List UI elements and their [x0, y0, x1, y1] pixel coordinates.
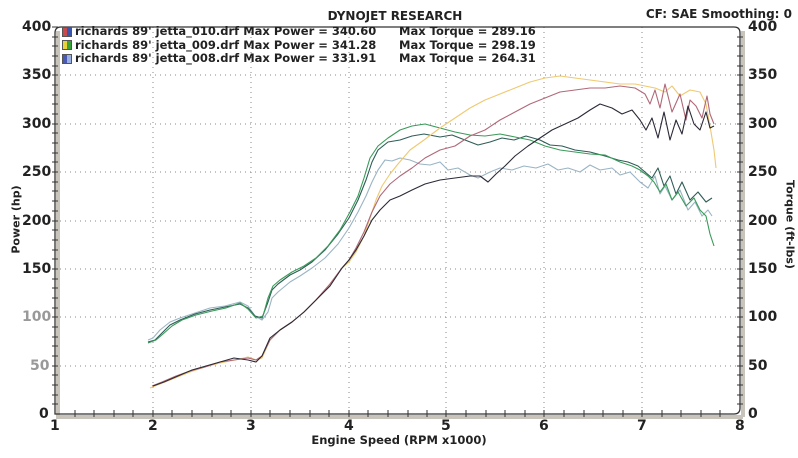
y-axis-right-label: Torque (ft-lbs) — [783, 180, 797, 269]
legend-torque: Max Torque = 298.19 — [399, 37, 536, 52]
plot-frame — [54, 26, 741, 415]
y-left-tick: 250 — [22, 164, 52, 180]
power-curve-010 — [151, 83, 715, 387]
y-right-tick: 0 — [748, 406, 758, 422]
x-axis-label: Engine Speed (RPM x1000) — [311, 433, 487, 447]
power-curve-008 — [152, 103, 715, 387]
legend-label: richards 89' jetta_009.drf Max Power = 3… — [75, 37, 377, 52]
y-right-tick: 200 — [748, 213, 778, 229]
y-left-tick: 50 — [30, 358, 50, 374]
legend-swatch-010 — [62, 26, 72, 37]
legend-item: richards 89' jetta_009.drf Max Power = 3… — [62, 37, 536, 53]
y-right-tick: 150 — [748, 261, 778, 277]
torque-curve-010 — [147, 133, 713, 343]
x-tick: 7 — [637, 418, 647, 434]
y-right-tick: 300 — [748, 116, 778, 132]
y-right-tick: 400 — [748, 19, 778, 35]
y-left-tick: 150 — [22, 261, 52, 277]
y-right-tick: 250 — [748, 164, 778, 180]
legend-swatch-008 — [62, 53, 72, 64]
torque-curve-008 — [147, 157, 713, 341]
y-axis-left-label: Power (hp) — [9, 185, 23, 254]
y-left-tick: 400 — [22, 19, 52, 35]
y-right-tick: 100 — [748, 309, 778, 325]
legend-label: richards 89' jetta_008.drf Max Power = 3… — [75, 51, 377, 65]
x-tick: 6 — [539, 418, 549, 434]
x-tick: 4 — [344, 418, 354, 434]
legend: richards 89' jetta_010.drf Max Power = 3… — [62, 24, 536, 66]
right-axis-ticks — [737, 36, 743, 405]
legend-item: richards 89' jetta_008.drf Max Power = 3… — [62, 51, 536, 66]
y-left-tick: 350 — [22, 67, 52, 83]
legend-swatch-009 — [62, 40, 72, 51]
x-tick: 8 — [735, 418, 745, 434]
chart-title: DYNOJET RESEARCH — [327, 9, 463, 23]
y-left-tick: 0 — [39, 406, 49, 422]
correction-factor-label: CF: SAE Smoothing: 0 — [645, 7, 792, 21]
legend-torque: Max Torque = 289.16 — [399, 24, 536, 38]
legend-torque: Max Torque = 264.31 — [399, 51, 536, 65]
x-tick: 2 — [148, 418, 158, 434]
legend-label: richards 89' jetta_010.drf Max Power = 3… — [75, 24, 377, 38]
legend-item: richards 89' jetta_010.drf Max Power = 3… — [62, 24, 536, 39]
bottom-axis-ticks — [74, 410, 721, 417]
x-tick: 3 — [246, 418, 256, 434]
x-tick: 1 — [50, 418, 60, 434]
y-right-tick: 50 — [748, 358, 768, 374]
y-left-tick: 100 — [22, 309, 52, 325]
torque-curve-009 — [147, 123, 715, 344]
y-right-tick: 350 — [748, 67, 778, 83]
y-left-tick: 200 — [22, 213, 52, 229]
power-curve-009 — [149, 75, 717, 389]
grid-lines — [55, 27, 740, 414]
y-left-tick: 300 — [22, 116, 52, 132]
x-tick: 5 — [441, 418, 451, 434]
left-axis-ticks — [52, 26, 58, 405]
